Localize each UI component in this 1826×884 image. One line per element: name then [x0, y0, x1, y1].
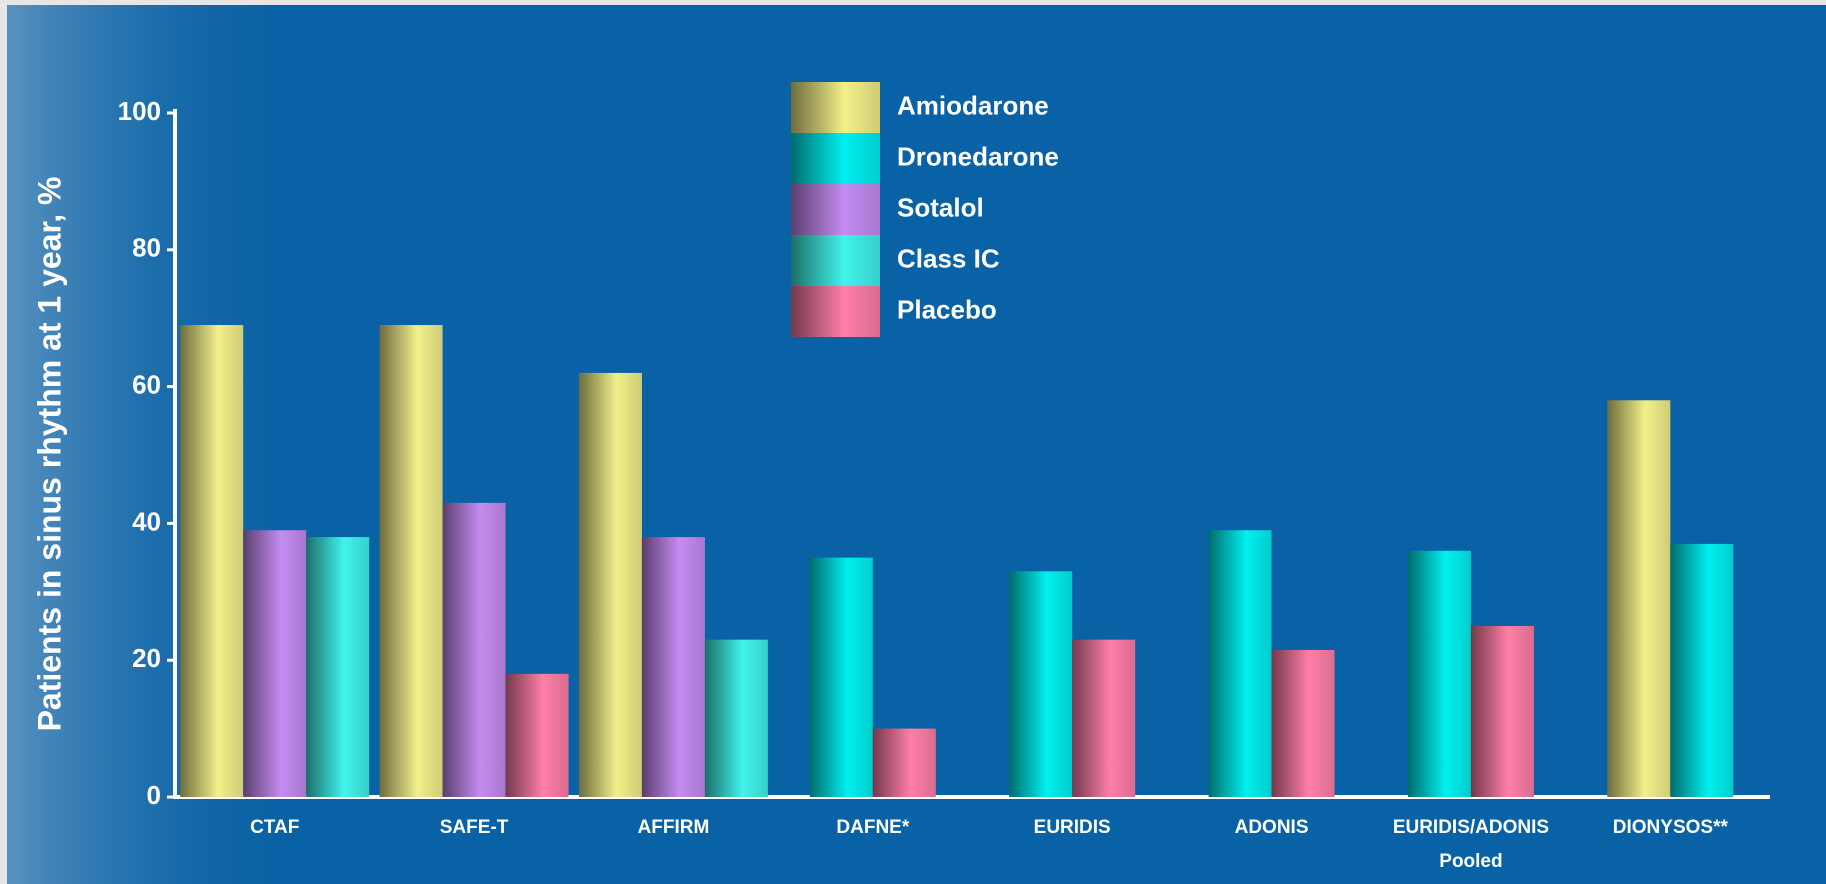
legend-swatch — [791, 184, 880, 235]
bar — [641, 537, 705, 797]
bar — [809, 557, 873, 797]
bar — [578, 372, 642, 797]
bar — [1407, 550, 1471, 797]
legend-swatch — [791, 235, 880, 286]
bar — [1009, 571, 1073, 797]
x-tick-label: SAFE-T — [439, 817, 509, 838]
y-tick-label: 80 — [132, 233, 161, 263]
y-tick-label: 60 — [132, 369, 161, 399]
bar — [180, 325, 244, 797]
legend-label: Dronedarone — [897, 141, 1059, 171]
x-tick-label: EURIDIS/ADONIS Pooled — [1392, 817, 1550, 872]
x-tick-label: ADONIS — [1234, 817, 1309, 838]
y-tick-label: 100 — [118, 96, 161, 126]
x-tick-label: AFFIRM — [637, 817, 710, 838]
bar — [379, 325, 443, 797]
y-tick-label: 0 — [147, 780, 161, 810]
bar — [442, 502, 506, 797]
frame-top — [0, 0, 1826, 5]
x-tick-label: CTAF — [250, 817, 300, 838]
bar — [872, 728, 936, 797]
frame-left — [0, 0, 7, 884]
legend-label: Amiodarone — [897, 90, 1049, 120]
y-tick-label: 40 — [132, 506, 161, 536]
bar — [505, 673, 569, 797]
legend-swatch — [791, 133, 880, 184]
legend-label: Sotalol — [897, 192, 984, 222]
bar — [704, 639, 768, 797]
bar — [1072, 639, 1136, 797]
bar — [1208, 530, 1272, 797]
bar — [243, 530, 307, 797]
legend-swatch — [791, 286, 880, 337]
legend-label: Class IC — [897, 243, 1000, 273]
bar — [306, 537, 370, 797]
legend-swatch — [791, 82, 880, 133]
bar — [1470, 626, 1534, 797]
bar — [1271, 649, 1335, 797]
x-tick-label: DIONYSOS** — [1612, 817, 1728, 838]
legend-label: Placebo — [897, 294, 997, 324]
bar — [1670, 543, 1734, 797]
x-tick-label: DAFNE* — [836, 817, 910, 838]
bar — [1607, 400, 1671, 797]
x-tick-label: EURIDIS — [1033, 817, 1111, 838]
y-tick-label: 20 — [132, 643, 161, 673]
y-axis-label: Patients in sinus rhythm at 1 year, % — [31, 177, 67, 732]
